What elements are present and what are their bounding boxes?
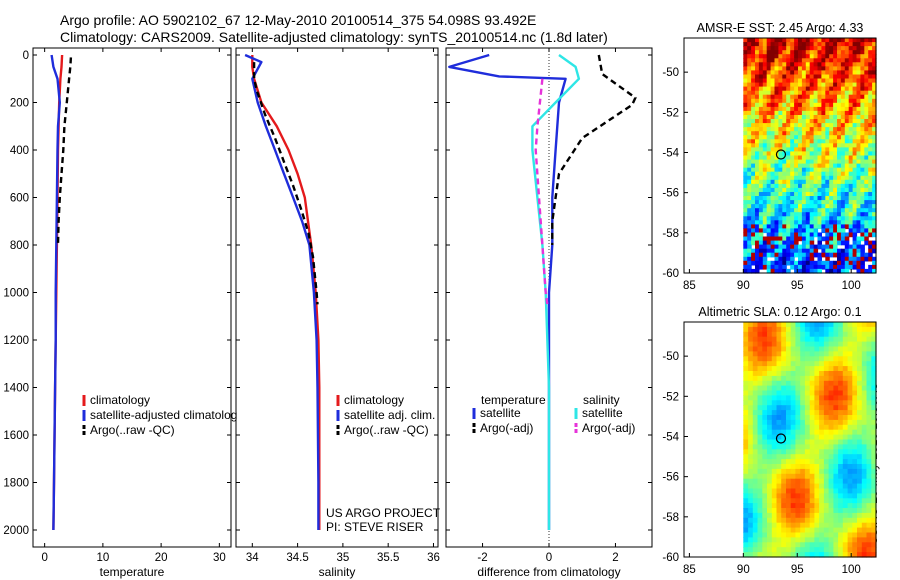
temperature-series-satellite-adjusted-climatology	[50, 54, 61, 531]
amsr-sst-xtick-label: 85	[683, 280, 696, 292]
depth-tick-label: 600	[10, 193, 29, 205]
altimetric-sla-heatmap-cells	[743, 322, 877, 558]
altimetric-sla-xtick-label: 100	[842, 564, 861, 576]
altimetric-sla-ytick-label: -60	[662, 552, 679, 564]
amsr-sst-xtick-label: 90	[737, 280, 750, 292]
altimetric-sla-ytick-label: -50	[662, 351, 679, 363]
temperature-xtick-label: 20	[155, 552, 168, 564]
difference-xtick-label: 2	[612, 552, 618, 564]
difference-legend-salinity-header: salinity	[583, 393, 620, 407]
difference-legend-sal-argo-label: Argo(-adj)	[582, 421, 635, 435]
difference-legend-temp-satellite-label: satellite	[480, 406, 521, 420]
salinity-xtick-label: 35	[336, 552, 349, 564]
figure-title-line2: Climatology: CARS2009. Satellite-adjuste…	[60, 29, 608, 45]
salinity-annotation-project: US ARGO PROJECT	[326, 506, 441, 520]
temperature-legend-0-label: climatology	[90, 393, 150, 407]
difference-series-temperature-argo-adj-	[551, 54, 637, 245]
salinity-xtick-label: 34.5	[286, 552, 308, 564]
altimetric-sla-xtick-label: 85	[683, 564, 696, 576]
altimetric-sla-xtick-label: 95	[791, 564, 804, 576]
depth-tick-label: 2000	[3, 525, 29, 537]
difference-xtick-label: -2	[477, 552, 487, 564]
amsr-sst-ytick-label: -52	[662, 107, 679, 119]
difference-legend-temperature-header: temperature	[481, 393, 546, 407]
altimetric-sla-xtick-label: 90	[737, 564, 750, 576]
difference-xlabel: difference from climatology	[477, 565, 620, 579]
altimetric-sla-ytick-label: -58	[662, 512, 679, 524]
amsr-sst-ytick-label: -60	[662, 268, 679, 280]
difference-xtick-label: 0	[546, 552, 552, 564]
difference-legend-temp-argo-label: Argo(-adj)	[480, 421, 533, 435]
amsr-sst-ytick-label: -50	[662, 67, 679, 79]
amsr-sst-ytick-label: -58	[662, 228, 679, 240]
salinity-annotation-pi: PI: STEVE RISER	[326, 520, 424, 534]
amsr-sst-ytick-label: -56	[662, 188, 679, 200]
altimetric-sla-ytick-label: -52	[662, 391, 679, 403]
amsr-sst-heatmap-cells	[743, 38, 877, 274]
amsr-sst-argo-marker	[775, 149, 787, 160]
temperature-legend-1-label: satellite-adjusted climatolog	[90, 408, 237, 422]
depth-tick-label: 1000	[3, 288, 29, 300]
altimetric-sla-title: Altimetric SLA: 0.12 Argo: 0.1	[698, 305, 861, 319]
temperature-xlabel: temperature	[100, 565, 165, 579]
temperature-axes-frame	[32, 47, 232, 548]
amsr-sst-ytick-label: -54	[662, 147, 679, 159]
temperature-legend-2-label: Argo(..raw -QC)	[90, 423, 175, 437]
altimetric-sla-ytick-label: -56	[662, 472, 679, 484]
depth-tick-label: 800	[10, 240, 29, 252]
figure-title-line1: Argo profile: AO 5902102_67 12-May-2010 …	[60, 12, 537, 28]
salinity-series-climatology	[251, 55, 321, 530]
salinity-legend-2-label: Argo(..raw -QC)	[344, 423, 429, 437]
depth-tick-label: 1800	[3, 478, 29, 490]
depth-tick-label: 1200	[3, 335, 29, 347]
altimetric-sla-argo-marker	[775, 433, 787, 444]
temperature-xtick-label: 10	[96, 552, 109, 564]
altimetric-sla-axes-frame	[683, 321, 877, 558]
depth-tick-label: 1600	[3, 430, 29, 442]
amsr-sst-xtick-label: 95	[791, 280, 804, 292]
difference-series-salinity-argo-adj-	[534, 78, 549, 305]
salinity-xlabel: salinity	[319, 565, 356, 579]
salinity-xtick-label: 34	[246, 552, 259, 564]
temperature-xtick-label: 0	[41, 552, 47, 564]
temperature-xtick-label: 30	[213, 552, 226, 564]
amsr-sst-axes-frame	[683, 37, 877, 274]
salinity-legend-1-label: satellite adj. clim.	[344, 408, 435, 422]
temperature-series-argo-raw-qc-	[56, 57, 73, 246]
salinity-series-satellite-adj-clim-	[244, 53, 320, 530]
salinity-series-argo-raw-qc-	[252, 62, 319, 305]
altimetric-sla-ytick-label: -54	[662, 431, 679, 443]
depth-tick-label: 0	[23, 50, 29, 62]
difference-series-salinity-satellite	[531, 54, 581, 530]
salinity-axes-frame	[235, 47, 439, 548]
depth-tick-label: 200	[10, 98, 29, 110]
amsr-sst-xtick-label: 100	[842, 280, 861, 292]
salinity-legend-0-label: climatology	[344, 393, 404, 407]
depth-tick-label: 400	[10, 145, 29, 157]
difference-legend-sal-satellite-label: satellite	[582, 406, 623, 420]
depth-tick-label: 1400	[3, 383, 29, 395]
salinity-xtick-label: 36	[427, 552, 440, 564]
salinity-xtick-label: 35.5	[377, 552, 399, 564]
amsr-sst-title: AMSR-E SST: 2.45 Argo: 4.33	[697, 21, 864, 35]
